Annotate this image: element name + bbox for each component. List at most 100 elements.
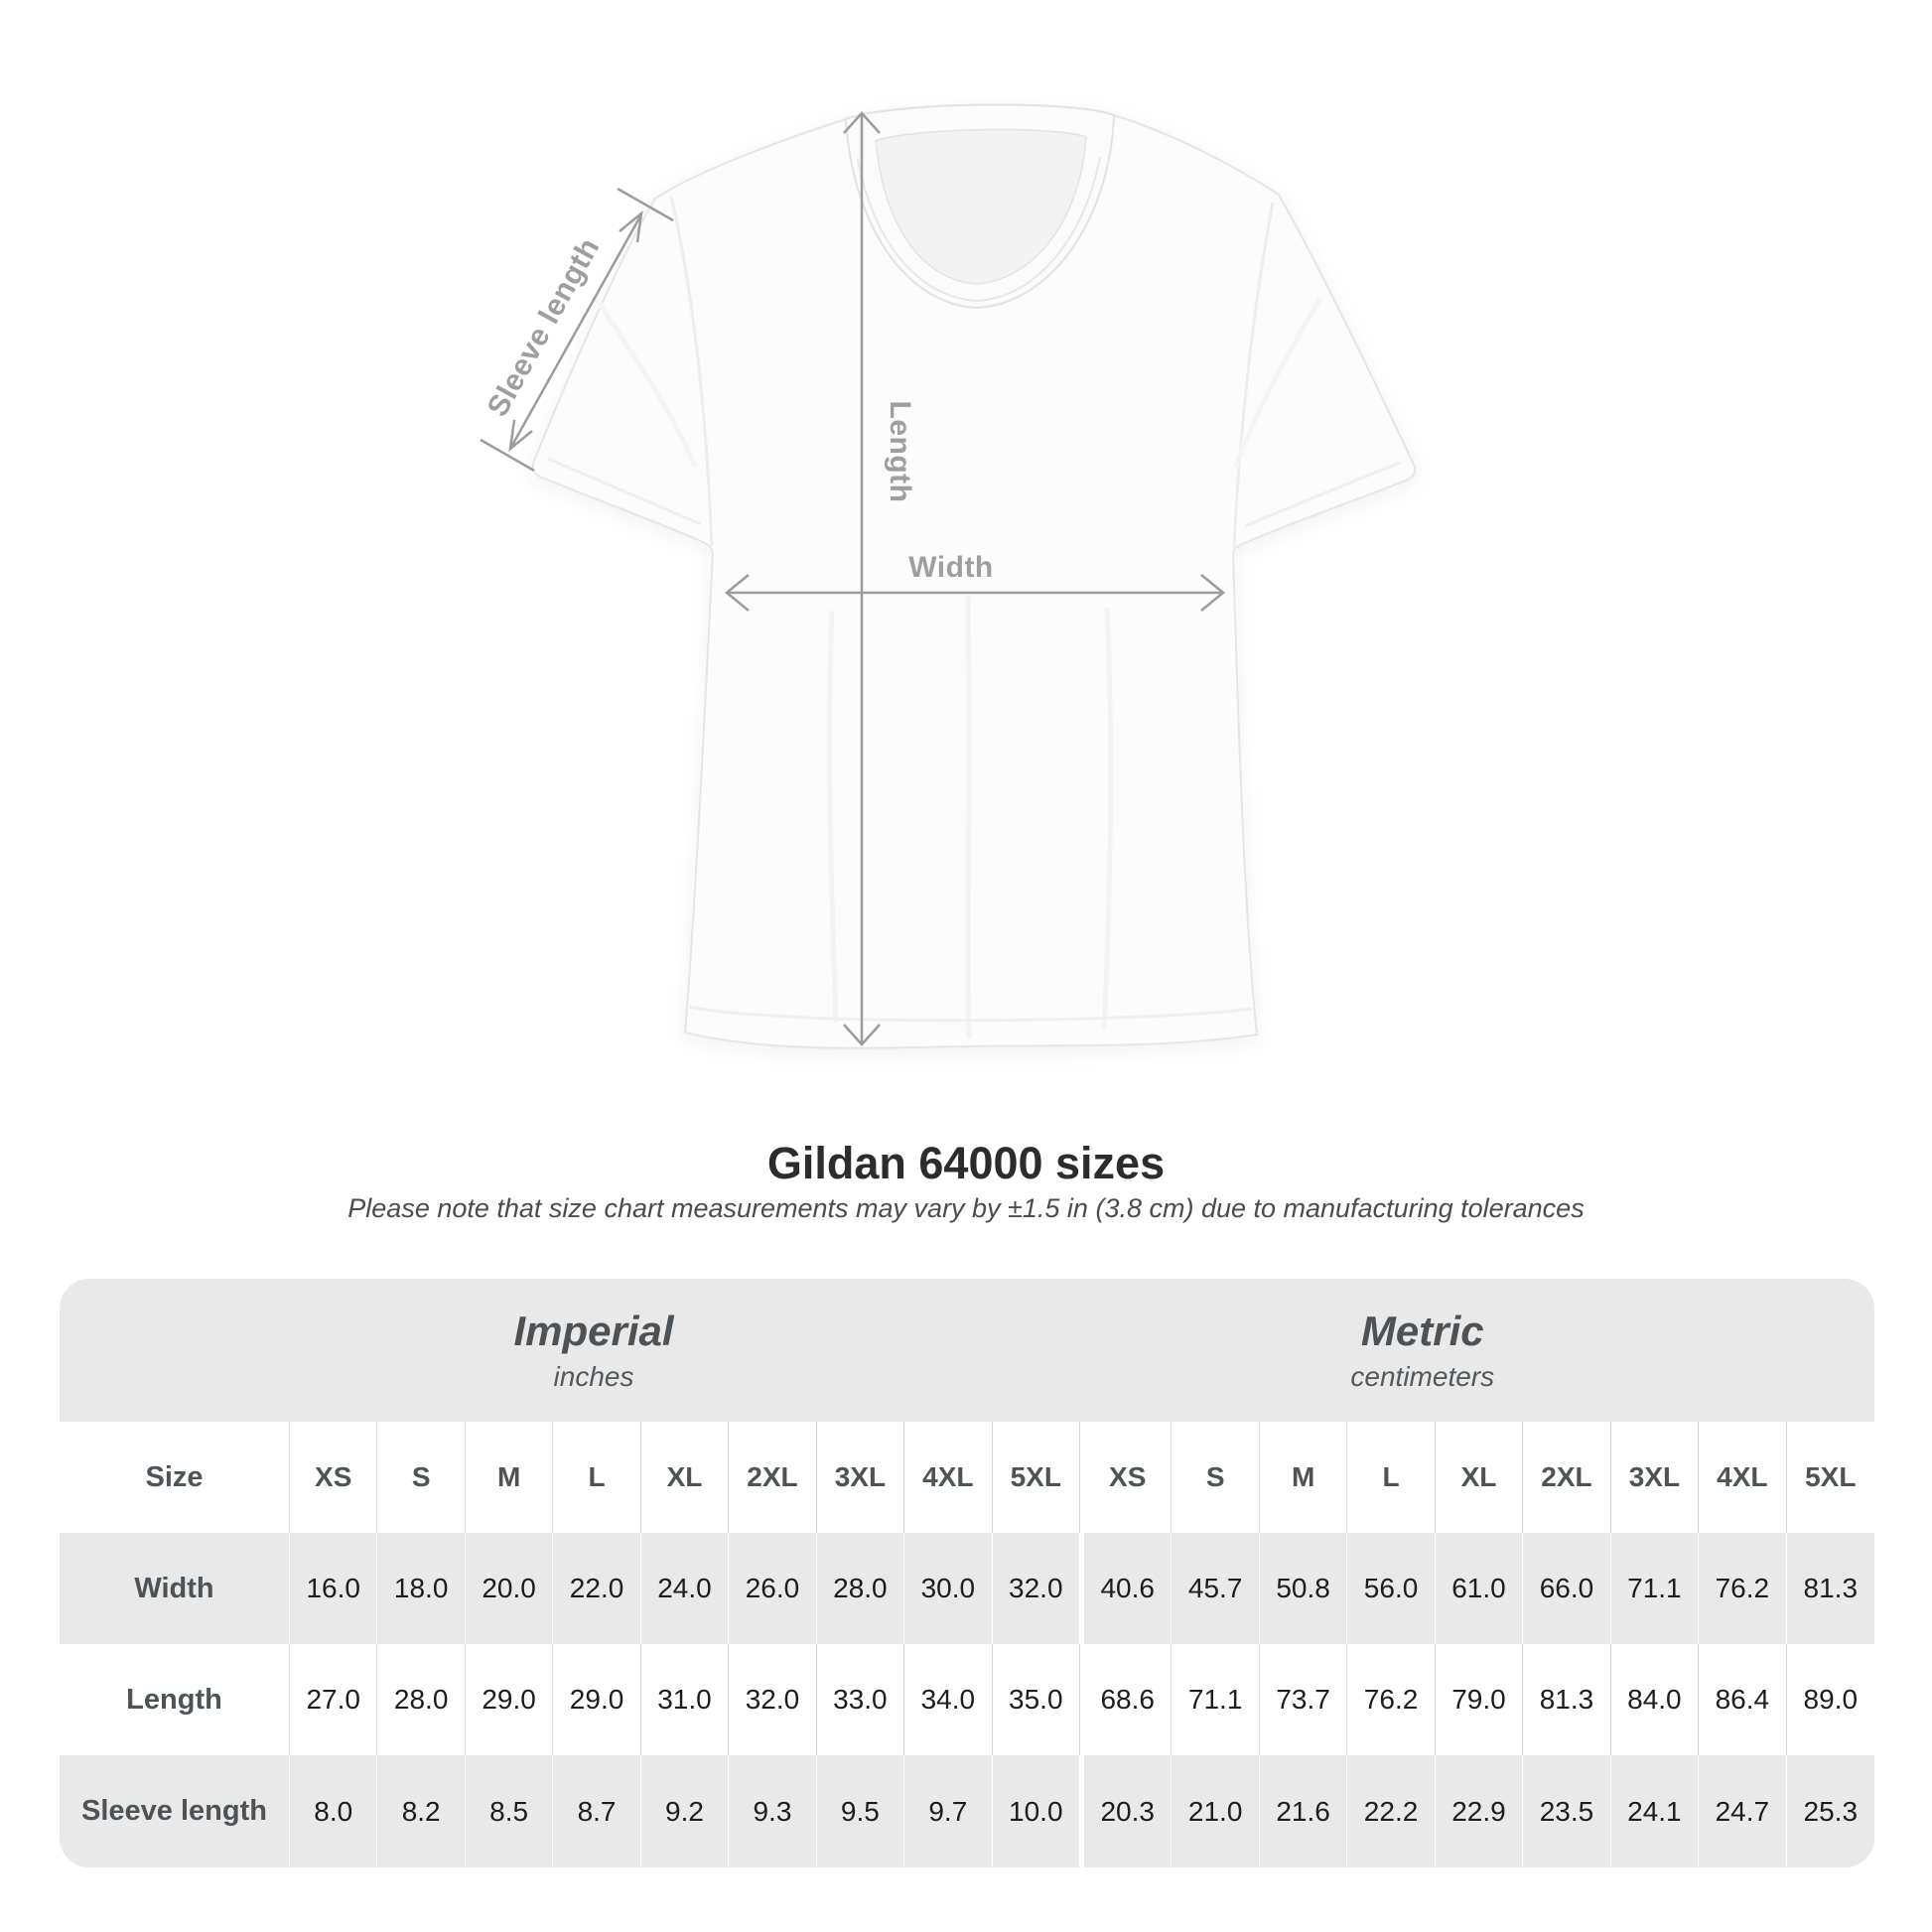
collar <box>844 103 1116 310</box>
measurement-value: 22.0 <box>553 1533 641 1644</box>
measurement-value: 45.7 <box>1172 1533 1260 1644</box>
measurement-value: 9.7 <box>904 1755 993 1867</box>
sleeve-length-arrow <box>480 187 674 473</box>
size-table: Imperial inches Metric centimeters Size X… <box>60 1279 1874 1867</box>
measurement-value: 79.0 <box>1436 1644 1524 1755</box>
size-header: S <box>377 1422 466 1533</box>
tshirt-graphic <box>531 103 1417 1049</box>
imperial-label: Imperial <box>513 1307 674 1354</box>
measurement-value: 86.4 <box>1699 1644 1787 1755</box>
page-title: Gildan 64000 sizes <box>766 1138 1166 1188</box>
measurement-value: 21.0 <box>1172 1755 1260 1867</box>
table-row: Width 16.0 18.0 20.0 22.0 24.0 26.0 28.0 30.0 32.… <box>60 1533 1874 1644</box>
size-header: XS <box>1084 1422 1173 1533</box>
length-arrow <box>843 111 881 1046</box>
size-column-header: Size <box>60 1422 290 1533</box>
unit-header-band: Imperial inches Metric centimeters <box>60 1279 1874 1422</box>
measurement-value: 33.0 <box>817 1644 905 1755</box>
size-header: 2XL <box>729 1422 817 1533</box>
measurement-value: 27.0 <box>290 1644 378 1755</box>
imperial-header: Imperial inches <box>60 1279 1080 1422</box>
size-header: S <box>1172 1422 1260 1533</box>
tolerance-note: Please note that size chart measurements… <box>347 1193 1585 1223</box>
measurement-value: 28.0 <box>817 1533 905 1644</box>
metric-header: Metric centimeters <box>1084 1279 1787 1422</box>
size-header: 4XL <box>1699 1422 1787 1533</box>
size-header: 5XL <box>1805 1461 1857 1492</box>
measurement-value: 22.9 <box>1436 1755 1524 1867</box>
measurement-value: 20.3 <box>1084 1755 1173 1867</box>
size-header: 4XL <box>904 1422 993 1533</box>
width-arrow <box>725 574 1225 612</box>
measurement-value: 50.8 <box>1260 1533 1348 1644</box>
measurement-value: 73.7 <box>1260 1644 1348 1755</box>
measurement-value: 81.3 <box>1523 1644 1611 1755</box>
measurement-value: 56.0 <box>1347 1533 1436 1644</box>
size-header: 5XL <box>993 1422 1080 1533</box>
measurement-value: 31.0 <box>641 1644 730 1755</box>
table-row: Sleeve length 8.0 8.2 8.5 8.7 9.2 9.3 9.5 9.7 10.… <box>60 1755 1874 1867</box>
measurement-value: 23.5 <box>1523 1755 1611 1867</box>
unit-gap <box>1079 1755 1084 1867</box>
size-header: 3XL <box>1611 1422 1700 1533</box>
measurement-value: 20.0 <box>466 1533 554 1644</box>
measurement-value: 25.3 <box>1803 1795 1859 1827</box>
measurement-value: 9.2 <box>641 1755 730 1867</box>
measurement-value: 8.5 <box>466 1755 554 1867</box>
measurement-value: 34.0 <box>904 1644 993 1755</box>
measurement-value: 61.0 <box>1436 1533 1524 1644</box>
measurement-value: 35.0 <box>993 1644 1080 1755</box>
size-header: XL <box>1436 1422 1524 1533</box>
measurement-value: 10.0 <box>993 1755 1080 1867</box>
size-header: 3XL <box>817 1422 905 1533</box>
measurement-value: 16.0 <box>290 1533 378 1644</box>
size-header: XL <box>641 1422 730 1533</box>
measurement-value: 40.6 <box>1084 1533 1173 1644</box>
measurement-value: 29.0 <box>553 1644 641 1755</box>
unit-gap <box>1079 1644 1084 1755</box>
row-label: Length <box>60 1644 290 1755</box>
metric-unit: centimeters <box>1350 1360 1495 1392</box>
size-header: M <box>466 1422 554 1533</box>
size-header: L <box>1347 1422 1436 1533</box>
size-header-row: Size XS S M L XL 2XL 3XL 4XL 5XL XS S M L XL 2XL 3XL 4XL 5… <box>60 1422 1874 1533</box>
size-header: 2XL <box>1523 1422 1611 1533</box>
row-label: Sleeve length <box>60 1755 290 1867</box>
measurement-value: 24.1 <box>1611 1755 1700 1867</box>
metric-label: Metric <box>1360 1307 1484 1354</box>
table-row: Length 27.0 28.0 29.0 29.0 31.0 32.0 33.0 34.0 35… <box>60 1644 1874 1755</box>
measurement-value: 76.2 <box>1347 1644 1436 1755</box>
measurement-value: 26.0 <box>729 1533 817 1644</box>
measurement-value: 9.3 <box>729 1755 817 1867</box>
size-table-grid: Size XS S M L XL 2XL 3XL 4XL 5XL XS S M L XL 2XL 3XL 4XL 5… <box>60 1422 1874 1867</box>
measurement-value: 32.0 <box>993 1533 1080 1644</box>
measurement-value: 9.5 <box>817 1755 905 1867</box>
measurement-value: 29.0 <box>466 1644 554 1755</box>
row-label: Width <box>60 1533 290 1644</box>
measurement-value: 8.0 <box>290 1755 378 1867</box>
measurement-value: 21.6 <box>1260 1755 1348 1867</box>
size-header: XS <box>290 1422 378 1533</box>
unit-gap <box>1079 1422 1084 1533</box>
measurement-value: 76.2 <box>1699 1533 1787 1644</box>
measurement-value: 18.0 <box>377 1533 466 1644</box>
measurement-value: 22.2 <box>1347 1755 1436 1867</box>
measurement-value: 81.3 <box>1803 1573 1859 1603</box>
measurement-value: 66.0 <box>1523 1533 1611 1644</box>
measurement-value: 8.7 <box>553 1755 641 1867</box>
measurement-value: 24.7 <box>1699 1755 1787 1867</box>
length-label: Length <box>884 400 916 503</box>
size-header: M <box>1260 1422 1348 1533</box>
size-header: L <box>553 1422 641 1533</box>
width-label: Width <box>908 551 994 584</box>
imperial-unit: inches <box>553 1360 634 1392</box>
measurement-value: 32.0 <box>729 1644 817 1755</box>
unit-gap <box>1079 1533 1084 1644</box>
measurement-value: 71.1 <box>1172 1644 1260 1755</box>
measurement-value: 89.0 <box>1803 1684 1859 1715</box>
measurement-value: 30.0 <box>904 1533 993 1644</box>
measurement-value: 71.1 <box>1611 1533 1700 1644</box>
measurement-value: 8.2 <box>377 1755 466 1867</box>
